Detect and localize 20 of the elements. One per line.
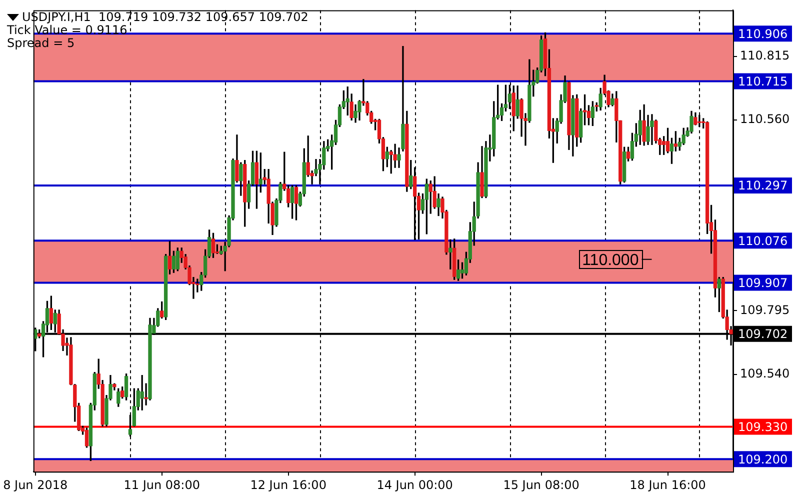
ref-line-label: 109.907	[738, 276, 788, 290]
x-tick-label: 11 Jun 08:00	[124, 478, 200, 492]
ref-line-label: 109.200	[738, 452, 788, 466]
annotation: 110.000	[582, 252, 639, 269]
ref-line-label: 110.906	[738, 26, 788, 41]
candlestick	[650, 114, 654, 145]
y-tick-label: 110.560	[740, 112, 790, 126]
ref-line-label: 110.297	[738, 178, 788, 193]
x-tick-label: 8 Jun 2018	[3, 478, 68, 492]
y-tick-label: 109.540	[740, 366, 790, 380]
x-tick-label: 15 Jun 08:00	[503, 478, 580, 492]
y-tick-label: 110.815	[740, 48, 790, 62]
x-tick-label: 12 Jun 16:00	[250, 478, 326, 492]
x-tick-label: 14 Jun 00:00	[376, 478, 453, 492]
x-tick-label: 18 Jun 16:00	[630, 478, 706, 492]
ref-line-label: 110.076	[738, 234, 788, 248]
y-tick-label: 109.795	[740, 302, 790, 317]
ref-line-label: 110.715	[738, 74, 788, 88]
ref-line-label: 109.702	[738, 327, 788, 342]
ref-line-label: 109.330	[738, 420, 788, 434]
